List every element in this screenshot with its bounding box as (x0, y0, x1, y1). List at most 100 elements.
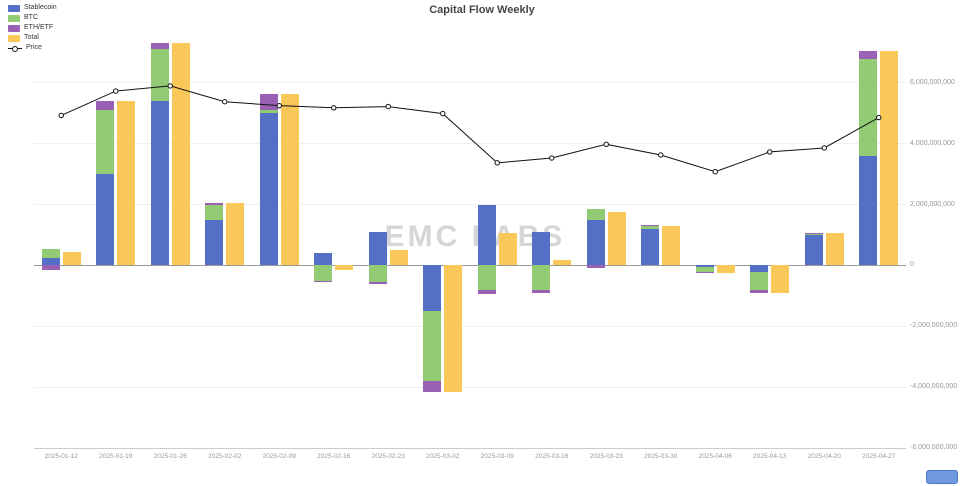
x-tick-label: 2025-03-23 (589, 453, 623, 460)
bar-eth-etf (259, 93, 278, 111)
legend-item-btc[interactable]: BTC (8, 14, 57, 22)
legend-item-eth-etf[interactable]: ETH/ETF (8, 24, 57, 32)
gridline (34, 82, 906, 84)
bar-eth-etf (314, 280, 333, 283)
bar-total (62, 251, 81, 266)
x-tick-label: 2025-04-13 (753, 453, 787, 460)
x-tick-label: 2025-04-20 (807, 453, 841, 460)
x-axis-line (34, 448, 906, 449)
bar-total (607, 212, 626, 266)
price-point (821, 145, 827, 151)
datazoom-thumb[interactable] (926, 470, 958, 484)
bar-btc (586, 209, 605, 220)
legend-swatch-icon (8, 24, 20, 32)
bar-stablecoin (96, 174, 115, 266)
bar-total (226, 203, 245, 266)
gridline (34, 204, 906, 206)
legend-swatch-icon (8, 4, 20, 12)
gridline (34, 325, 906, 327)
x-tick-label: 2025-02-02 (208, 453, 242, 460)
bar-stablecoin (750, 265, 769, 272)
bar-eth-etf (695, 271, 714, 274)
legend-label: Total (24, 34, 39, 41)
bar-total (389, 250, 408, 266)
bar-eth-etf (96, 101, 115, 111)
y-tick-label: -6,000,000,000 (910, 444, 958, 451)
bar-stablecoin (150, 101, 169, 266)
x-tick-label: 2025-04-06 (698, 453, 732, 460)
bar-total (335, 265, 354, 270)
bar-stablecoin (423, 265, 442, 312)
bar-btc (477, 265, 496, 290)
legend: Stablecoin BTC ETH/ETF Total Price (8, 4, 57, 52)
y-tick-label: -2,000,000,000 (910, 322, 958, 330)
price-point (767, 149, 773, 155)
legend-label: Price (26, 44, 42, 51)
bar-btc (695, 266, 714, 272)
price-point (113, 88, 119, 94)
bar-total (280, 93, 299, 266)
x-tick-label: 2025-01-26 (153, 453, 187, 460)
price-point (385, 103, 391, 110)
y-tick-label: -4,000,000,000 (910, 383, 958, 391)
price-point (658, 152, 664, 158)
bar-btc (859, 58, 878, 156)
x-tick-label: 2025-03-02 (426, 453, 460, 460)
x-tick-label: 2025-03-09 (480, 453, 514, 460)
bar-btc (205, 204, 224, 220)
price-point (58, 112, 64, 119)
bar-eth-etf (150, 43, 169, 50)
x-tick-label: 2025-02-16 (317, 453, 351, 460)
bar-eth-etf (750, 289, 769, 294)
price-point (494, 160, 500, 166)
bar-stablecoin (368, 231, 387, 266)
legend-swatch-icon (8, 34, 20, 42)
bar-total (553, 259, 572, 266)
bar-eth-etf (532, 289, 551, 294)
zero-axis-line (34, 264, 906, 266)
legend-item-price[interactable]: Price (8, 44, 57, 52)
bar-eth-etf (205, 203, 224, 205)
bar-stablecoin (41, 257, 60, 266)
bar-stablecoin (477, 204, 496, 266)
bar-btc (259, 110, 278, 114)
bar-total (171, 43, 190, 266)
bar-btc (314, 265, 333, 281)
legend-item-total[interactable]: Total (8, 34, 57, 42)
bar-total (117, 101, 136, 266)
price-point (331, 105, 337, 111)
legend-item-stablecoin[interactable]: Stablecoin (8, 4, 57, 12)
y-tick-label: 2,000,000,000 (910, 200, 955, 208)
bar-btc (96, 110, 115, 175)
y-tick-label: 0 (910, 261, 914, 269)
bar-eth-etf (804, 232, 823, 234)
bar-stablecoin (314, 253, 333, 266)
bar-eth-etf (368, 282, 387, 284)
price-point (440, 110, 446, 117)
bar-btc (368, 265, 387, 283)
bar-stablecoin (641, 228, 660, 266)
bar-stablecoin (586, 219, 605, 266)
bar-eth-etf (423, 381, 442, 392)
bar-total (771, 265, 790, 293)
bar-total (498, 233, 517, 266)
bar-stablecoin (532, 231, 551, 266)
price-point (549, 155, 555, 161)
bar-eth-etf (586, 265, 605, 269)
bar-total (662, 225, 681, 266)
x-tick-label: 2025-01-12 (44, 453, 78, 460)
price-point (222, 99, 228, 105)
bar-btc (532, 265, 551, 290)
bar-eth-etf (641, 225, 660, 227)
y-tick-label: 6,000,000,000 (910, 78, 955, 86)
bar-eth-etf (477, 289, 496, 295)
bar-stablecoin (259, 113, 278, 266)
x-tick-label: 2025-03-30 (644, 453, 678, 460)
bar-btc (423, 311, 442, 382)
bar-total (825, 233, 844, 266)
bar-eth-etf (41, 265, 60, 270)
legend-label: BTC (24, 14, 38, 21)
gridline (34, 386, 906, 388)
bar-total (880, 50, 899, 266)
